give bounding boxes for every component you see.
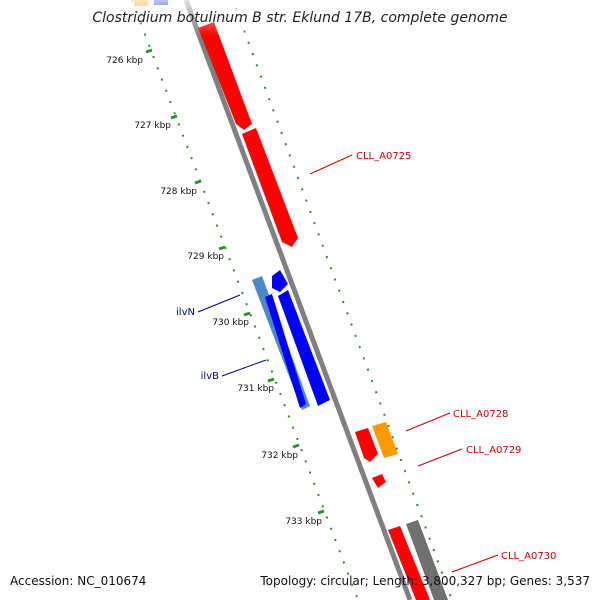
gene-label-ilvn[interactable]: ilvN	[176, 307, 195, 318]
gene-red-bottom[interactable]	[388, 526, 430, 600]
gene-label-cll-a0730[interactable]: CLL_A0730	[501, 551, 556, 562]
tick-label-727: 727 kbp	[134, 121, 171, 131]
gene-red-upper[interactable]	[198, 22, 252, 130]
tick-label-731: 731 kbp	[237, 384, 274, 394]
gene-cll-a0728[interactable]	[372, 422, 398, 458]
tick-label-726: 726 kbp	[106, 56, 143, 66]
tick-label-733: 733 kbp	[285, 517, 322, 527]
map-title: Clostridium botulinum B str. Eklund 17B,…	[92, 10, 508, 26]
scale-tick-labels: 726 kbp 727 kbp 728 kbp 729 kbp 730 kbp …	[106, 56, 322, 527]
gene-ilv-small-cap[interactable]	[272, 270, 288, 292]
gene-ilvb-inner[interactable]	[265, 294, 306, 408]
gene-red-pointed[interactable]	[355, 428, 378, 462]
gene-cll-a0725[interactable]	[242, 128, 298, 247]
tick-label-728: 728 kbp	[160, 187, 197, 197]
top-fade-overlay	[0, 0, 600, 36]
genome-backbone	[183, 0, 413, 600]
gene-cll-a0730[interactable]	[406, 520, 448, 600]
tick-label-729: 729 kbp	[187, 252, 224, 262]
gene-ilvb-outer[interactable]	[278, 290, 330, 406]
scale-major-ticks	[145, 48, 325, 515]
gene-label-cll-a0729[interactable]: CLL_A0729	[466, 445, 521, 456]
gene-label-cll-a0728[interactable]: CLL_A0728	[453, 409, 508, 420]
gene-cll-a0729[interactable]	[372, 474, 386, 488]
accession-label: Accession: NC_010674	[10, 574, 147, 588]
gene-label-cll-a0725[interactable]: CLL_A0725	[356, 151, 411, 162]
gene-label-ilvb[interactable]: ilvB	[201, 371, 219, 382]
tick-label-732: 732 kbp	[261, 451, 298, 461]
tick-label-730: 730 kbp	[212, 318, 249, 328]
topology-label: Topology: circular; Length: 3,800,327 bp…	[260, 574, 590, 588]
inner-scale-track	[131, 0, 359, 600]
gene-label-leaders	[197, 154, 499, 573]
